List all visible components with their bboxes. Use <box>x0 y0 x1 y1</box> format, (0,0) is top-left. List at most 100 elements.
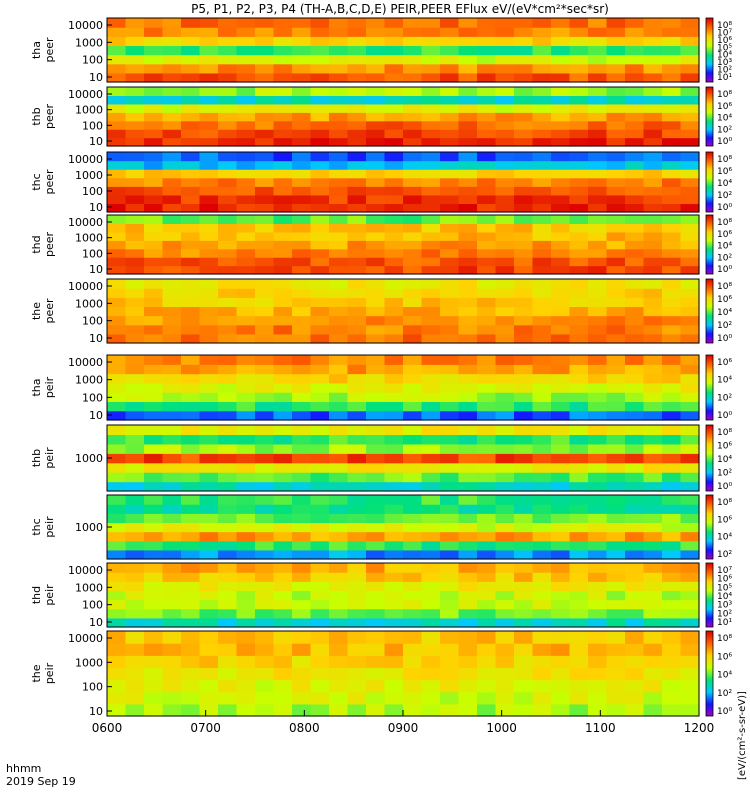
heatmap-cell <box>384 169 404 179</box>
heatmap-cell <box>403 288 423 298</box>
heatmap-cell <box>625 112 645 122</box>
heatmap-cell <box>569 373 589 384</box>
heatmap-cell <box>643 549 663 560</box>
heatmap-cell <box>421 306 441 317</box>
heatmap-cell <box>273 410 293 421</box>
heatmap-cell <box>606 177 626 187</box>
heatmap-cell <box>569 504 589 514</box>
heatmap-cell <box>588 608 608 619</box>
heatmap-cell <box>384 240 404 250</box>
heatmap-cell <box>680 288 700 298</box>
heatmap-cell <box>273 481 293 492</box>
heatmap-cell <box>144 112 164 122</box>
colorbar-tick-label: 10⁴ <box>717 51 732 61</box>
heatmap-cell <box>218 355 238 365</box>
heatmap-cell <box>680 481 700 492</box>
heatmap-cell <box>181 691 201 705</box>
heatmap-cell <box>107 703 127 717</box>
y-axis-label: peir <box>43 584 56 606</box>
heatmap-cell <box>125 691 145 705</box>
heatmap-cell <box>588 679 608 693</box>
heatmap-cell <box>606 373 626 384</box>
heatmap-cell <box>181 581 201 592</box>
heatmap-cell <box>107 169 127 179</box>
heatmap-cell <box>347 215 367 225</box>
heatmap-cell <box>440 355 460 365</box>
heatmap-cell <box>569 522 589 533</box>
y-tick-label: 100 <box>82 185 103 198</box>
heatmap-cell <box>532 27 552 37</box>
heatmap-cell <box>292 425 312 436</box>
colorbar-tick-label: 10⁸ <box>717 498 732 508</box>
heatmap-cell <box>255 401 275 412</box>
heatmap-cell <box>107 152 127 162</box>
heatmap-cell <box>643 631 663 644</box>
heatmap-cell <box>680 617 700 628</box>
heatmap-cell <box>662 137 682 147</box>
heatmap-cell <box>144 513 164 524</box>
heatmap-cell <box>625 581 645 592</box>
heatmap-cell <box>310 481 330 492</box>
heatmap-cell <box>588 572 608 582</box>
heatmap-cell <box>366 581 386 592</box>
heatmap-cell <box>144 401 164 412</box>
heatmap-cell <box>532 590 552 601</box>
heatmap-cell <box>569 177 589 187</box>
heatmap-cell <box>162 443 182 454</box>
heatmap-cell <box>477 240 497 250</box>
heatmap-cell <box>218 443 238 454</box>
heatmap-cell <box>273 401 293 412</box>
heatmap-cell <box>421 324 441 335</box>
heatmap-cell <box>144 631 164 644</box>
heatmap-cell <box>551 240 571 250</box>
y-axis-label: peer <box>43 169 56 195</box>
heatmap-cell <box>495 401 515 412</box>
heatmap-cell <box>662 599 682 610</box>
heatmap-cell <box>458 203 478 213</box>
heatmap-cell <box>236 667 256 681</box>
heatmap-cell <box>495 643 515 656</box>
heatmap-cell <box>569 599 589 610</box>
heatmap-cell <box>292 531 312 542</box>
heatmap-cell <box>495 495 515 505</box>
heatmap-cell <box>421 54 441 65</box>
heatmap-cell <box>144 392 164 403</box>
heatmap-cell <box>199 401 219 412</box>
heatmap-cell <box>440 240 460 250</box>
heatmap-cell <box>181 95 201 105</box>
heatmap-cell <box>236 333 256 344</box>
heatmap-cell <box>643 160 663 170</box>
heatmap-cell <box>329 288 349 298</box>
heatmap-cell <box>569 401 589 412</box>
heatmap-cell <box>236 54 256 65</box>
heatmap-cell <box>125 36 145 47</box>
heatmap-cell <box>625 522 645 533</box>
heatmap-cell <box>662 18 682 28</box>
heatmap-cell <box>310 382 330 393</box>
heatmap-cell <box>458 63 478 74</box>
heatmap-cell <box>384 643 404 656</box>
heatmap-cell <box>199 617 219 628</box>
heatmap-cell <box>236 215 256 225</box>
heatmap-cell <box>458 563 478 573</box>
y-axis-label: the <box>30 302 43 320</box>
heatmap-cell <box>680 434 700 445</box>
heatmap-cell <box>144 72 164 83</box>
heatmap-cell <box>477 599 497 610</box>
y-axis-label: peir <box>43 662 56 684</box>
heatmap-cell <box>162 513 182 524</box>
heatmap-cell <box>588 392 608 403</box>
heatmap-cell <box>606 572 626 582</box>
heatmap-cell <box>440 392 460 403</box>
heatmap-cell <box>532 160 552 170</box>
heatmap-cell <box>347 288 367 298</box>
heatmap-cell <box>625 95 645 105</box>
heatmap-cell <box>310 453 330 464</box>
heatmap-cell <box>255 531 275 542</box>
heatmap-cell <box>477 72 497 83</box>
heatmap-cell <box>273 240 293 250</box>
heatmap-cell <box>181 223 201 233</box>
heatmap-cell <box>514 382 534 393</box>
heatmap-cell <box>458 333 478 344</box>
heatmap-cell <box>125 169 145 179</box>
